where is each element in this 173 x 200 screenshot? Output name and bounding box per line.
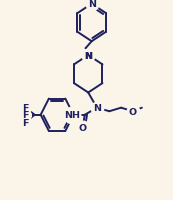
Text: O: O: [79, 123, 87, 132]
Text: N: N: [84, 51, 92, 60]
Text: N: N: [88, 0, 96, 9]
Text: F: F: [22, 118, 29, 127]
Text: N: N: [84, 51, 92, 60]
Text: NH: NH: [64, 111, 80, 120]
Text: N: N: [84, 51, 92, 60]
Text: N: N: [93, 104, 101, 113]
Text: F: F: [22, 104, 29, 113]
Text: F: F: [22, 111, 29, 120]
Text: O: O: [129, 107, 137, 116]
